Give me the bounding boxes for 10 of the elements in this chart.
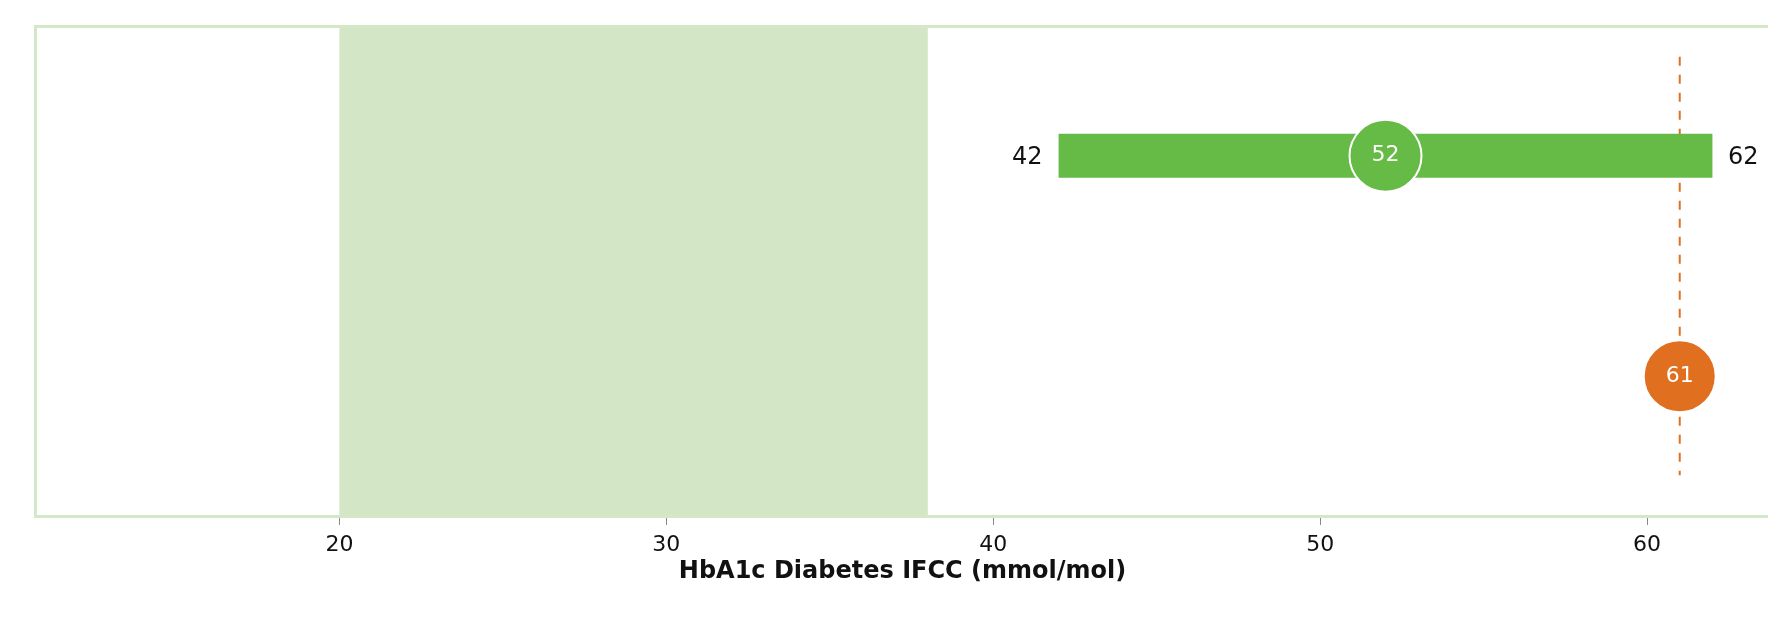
x-tick-label: 40 [979,531,1008,557]
annotation: 42 [1012,142,1043,170]
x-tick-label: 50 [1306,531,1335,557]
annotation: 62 [1728,142,1759,170]
x-axis-title: HbA1c Diabetes IFCC (mmol/mol) [678,556,1127,585]
x-tick-label: 30 [652,531,681,557]
x-tick-label: 60 [1633,531,1662,557]
data-label: 61 [1665,361,1694,387]
data-label: 52 [1371,141,1400,167]
x-tick-label: 20 [325,531,354,557]
